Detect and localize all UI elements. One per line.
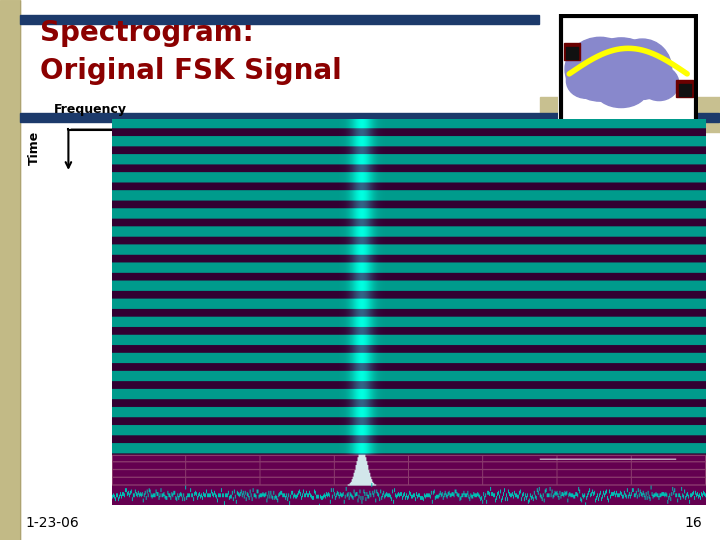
Text: Original FSK Signal: Original FSK Signal — [40, 57, 341, 85]
Ellipse shape — [590, 38, 653, 86]
Bar — [567, 47, 578, 59]
Text: 16: 16 — [684, 516, 702, 530]
Ellipse shape — [565, 37, 635, 101]
Ellipse shape — [567, 63, 606, 98]
Ellipse shape — [639, 66, 679, 100]
Ellipse shape — [613, 39, 672, 99]
Text: Spectrogram:: Spectrogram: — [40, 19, 253, 47]
Bar — [20, 113, 719, 122]
Bar — [679, 84, 690, 96]
Text: Time: Time — [28, 131, 41, 165]
Bar — [676, 80, 693, 97]
Text: 1-23-06: 1-23-06 — [25, 516, 79, 530]
Bar — [20, 15, 539, 24]
Bar — [540, 97, 720, 132]
Ellipse shape — [595, 70, 648, 107]
Bar — [564, 43, 580, 60]
Text: Frequency: Frequency — [54, 103, 127, 116]
